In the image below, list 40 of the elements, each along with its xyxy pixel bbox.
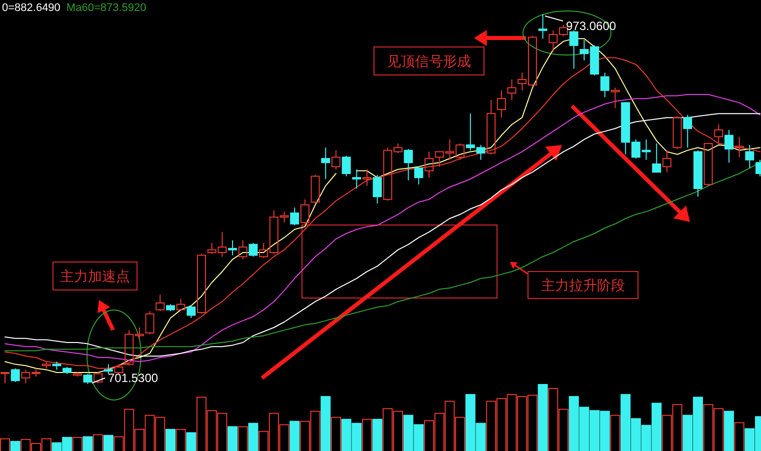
- candlestick: [734, 136, 744, 158]
- bar: [734, 422, 744, 451]
- candlestick: [496, 90, 506, 118]
- bar: [10, 440, 20, 451]
- candlestick: [321, 147, 330, 180]
- candlestick: [352, 168, 362, 189]
- bar: [165, 428, 176, 451]
- bar: [103, 434, 114, 451]
- candlestick: [652, 143, 662, 173]
- candlestick: [662, 150, 672, 173]
- bar: [228, 426, 238, 451]
- annotation: 主力加速点: [60, 268, 130, 284]
- bar: [248, 422, 258, 451]
- candlestick: [538, 14, 548, 40]
- bar: [724, 410, 734, 451]
- bar: [372, 418, 382, 451]
- text: Ma60=873.5920: [66, 2, 146, 14]
- bar: [320, 396, 331, 451]
- candlestick: [0, 372, 10, 384]
- bar: [330, 416, 341, 451]
- bar: [82, 436, 93, 451]
- annotation: 主力拉升阶段: [541, 277, 625, 293]
- bar: [238, 426, 248, 451]
- text: 0=882.6490: [2, 2, 60, 14]
- bar: [93, 434, 104, 451]
- bar: [186, 432, 196, 451]
- bar: [0, 438, 10, 451]
- bar: [362, 418, 372, 451]
- candlestick: [362, 168, 372, 186]
- bar: [72, 436, 82, 451]
- bar: [290, 420, 300, 451]
- candlestick: [228, 240, 238, 256]
- annotation: 见顶信号形成: [387, 53, 471, 69]
- candlestick: [610, 87, 620, 109]
- bar: [610, 414, 620, 451]
- candlestick: [724, 129, 734, 164]
- bar: [176, 428, 186, 451]
- candlestick: [507, 78, 516, 100]
- bar: [538, 384, 548, 451]
- candlestick: [714, 124, 724, 144]
